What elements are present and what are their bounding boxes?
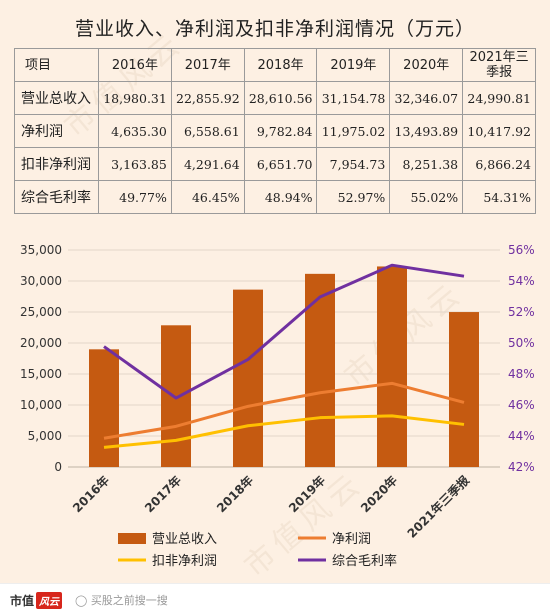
logo-mark: 风云 xyxy=(36,592,63,609)
row-label: 扣非净利润 xyxy=(14,147,99,181)
series-line xyxy=(103,263,465,400)
bar xyxy=(377,266,407,467)
table-cell: 8,251.38 xyxy=(389,147,464,181)
y-left-tick-label: 15,000 xyxy=(20,367,62,381)
table-cell: 3,163.85 xyxy=(98,147,172,181)
series-line xyxy=(103,381,465,440)
table-cell: 9,782.84 xyxy=(243,114,318,148)
row-label: 综合毛利率 xyxy=(14,180,99,214)
table-cell: 32,346.07 xyxy=(389,81,464,115)
y-left-tick-label: 5,000 xyxy=(28,429,62,443)
y-left-tick-label: 30,000 xyxy=(20,274,62,288)
table-cell: 55.02% xyxy=(389,180,464,214)
table-cell: 6,866.24 xyxy=(462,147,536,181)
table-cell: 6,651.70 xyxy=(243,147,318,181)
series-line xyxy=(103,414,465,449)
table-cell: 49.77% xyxy=(98,180,172,214)
bar xyxy=(449,312,479,467)
logo-text: 市值 xyxy=(10,594,35,608)
y-right-tick-label: 56% xyxy=(508,243,535,257)
data-table: 项目 2016年 2017年 2018年 2019年 2020年 2021年三季… xyxy=(14,48,536,214)
y-right-tick-label: 46% xyxy=(508,398,535,412)
y-left-tick-label: 20,000 xyxy=(20,336,62,350)
row-label: 净利润 xyxy=(14,114,99,148)
footer-search[interactable]: ◯ 买股之前搜一搜 xyxy=(75,592,168,608)
x-tick-label: 2021年三季报 xyxy=(404,473,472,541)
x-tick-label: 2020年 xyxy=(357,473,400,516)
table-column-header: 2021年三季报 xyxy=(462,48,536,82)
table-cell: 6,558.61 xyxy=(170,114,245,148)
table-column-header: 2018年 xyxy=(243,48,318,82)
table-cell: 10,417.92 xyxy=(462,114,536,148)
y-right-tick-label: 48% xyxy=(508,367,535,381)
table-cell: 24,990.81 xyxy=(462,81,536,115)
y-left-tick-label: 10,000 xyxy=(20,398,62,412)
table-row: 营业总收入 18,980.31 22,855.92 28,610.56 31,1… xyxy=(14,81,536,115)
table-cell: 52.97% xyxy=(316,180,391,214)
x-tick-label: 2016年 xyxy=(69,473,112,516)
y-right-tick-label: 42% xyxy=(508,460,535,474)
table-header-row: 项目 2016年 2017年 2018年 2019年 2020年 2021年三季… xyxy=(14,48,536,82)
table-column-header: 2019年 xyxy=(316,48,391,82)
x-tick-label: 2019年 xyxy=(285,473,328,516)
table-cell: 18,980.31 xyxy=(98,81,172,115)
page-title: 营业收入、净利润及扣非净利润情况（万元） xyxy=(74,18,475,40)
table-corner-header: 项目 xyxy=(14,48,99,82)
y-left-tick-label: 25,000 xyxy=(20,305,62,319)
table-cell: 4,291.64 xyxy=(170,147,245,181)
bar xyxy=(161,325,191,467)
table-cell: 54.31% xyxy=(462,180,536,214)
table-cell: 31,154.78 xyxy=(316,81,391,115)
table-row: 综合毛利率 49.77% 46.45% 48.94% 52.97% 55.02%… xyxy=(14,180,536,214)
table-row: 扣非净利润 3,163.85 4,291.64 6,651.70 7,954.7… xyxy=(14,147,536,181)
table-cell: 46.45% xyxy=(170,180,245,214)
table-cell: 7,954.73 xyxy=(316,147,391,181)
legend-swatch xyxy=(118,533,146,544)
table-cell: 11,975.02 xyxy=(316,114,391,148)
footer-search-text: 买股之前搜一搜 xyxy=(90,594,168,607)
table-cell: 48.94% xyxy=(243,180,318,214)
legend-label: 综合毛利率 xyxy=(332,553,397,569)
table-cell: 22,855.92 xyxy=(170,81,245,115)
legend-label: 营业总收入 xyxy=(152,532,217,547)
x-tick-label: 2017年 xyxy=(141,473,184,516)
table-cell: 13,493.89 xyxy=(389,114,464,148)
y-left-tick-label: 0 xyxy=(54,460,62,474)
legend-label: 净利润 xyxy=(332,532,371,547)
legend-label: 扣非净利润 xyxy=(152,554,217,569)
y-right-tick-label: 52% xyxy=(508,305,535,319)
footer-bar: 市值 风云 ◯ 买股之前搜一搜 xyxy=(0,583,550,616)
search-icon: ◯ xyxy=(75,594,88,607)
bar xyxy=(233,289,263,467)
brand-logo[interactable]: 市值 风云 xyxy=(10,592,63,609)
bar xyxy=(89,349,119,467)
table-cell: 4,635.30 xyxy=(98,114,172,148)
table-column-header: 2016年 xyxy=(98,48,172,82)
y-left-tick-label: 35,000 xyxy=(20,243,62,257)
combo-chart: 0 5,000 10,000 15,000 20,000 25,000 30,000 35,0… xyxy=(20,243,535,569)
y-right-tick-label: 54% xyxy=(508,274,535,288)
y-right-tick-label: 50% xyxy=(508,336,535,350)
table-column-header: 2017年 xyxy=(170,48,245,82)
row-label: 营业总收入 xyxy=(14,81,99,115)
table-row: 净利润 4,635.30 6,558.61 9,782.84 11,975.02… xyxy=(14,114,536,148)
y-right-tick-label: 44% xyxy=(508,429,535,443)
x-tick-label: 2018年 xyxy=(213,473,256,516)
bar xyxy=(305,273,335,467)
table-column-header: 2020年 xyxy=(389,48,464,82)
table-cell: 28,610.56 xyxy=(243,81,318,115)
